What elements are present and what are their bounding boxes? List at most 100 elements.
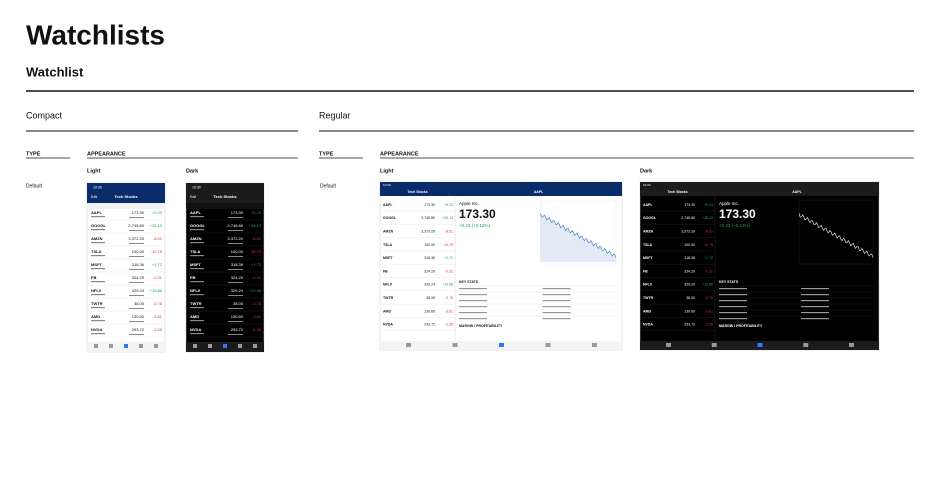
change: +28.13 — [702, 216, 713, 220]
change: +1.72 — [444, 256, 453, 260]
section-title: Regular — [319, 110, 351, 120]
stat-text — [719, 312, 747, 314]
change: -0.31 — [153, 275, 163, 280]
stat-text — [459, 300, 487, 302]
row-sub — [91, 229, 105, 231]
tab-icon[interactable] — [193, 344, 197, 348]
ticker: AMZN — [91, 236, 103, 241]
row-sub — [91, 268, 105, 270]
page-title: Watchlists — [26, 19, 165, 50]
price: 173.30 — [684, 203, 695, 207]
appearance-label: APPEARANCE — [87, 151, 126, 157]
tab-icon[interactable] — [223, 344, 227, 348]
price: 38.00 — [233, 301, 244, 306]
row-sub — [228, 282, 243, 283]
price-area — [540, 213, 616, 262]
tab-icon[interactable] — [139, 344, 143, 348]
tab-icon[interactable] — [545, 343, 551, 347]
column-header — [186, 203, 264, 209]
row-sub — [129, 217, 144, 218]
tab-icon[interactable] — [592, 343, 597, 347]
price: 318.36 — [132, 262, 145, 267]
status-time: 10:30 — [383, 183, 391, 187]
type-label: TYPE — [26, 151, 41, 157]
tab-icon[interactable] — [208, 344, 212, 348]
tab-icon[interactable] — [666, 343, 671, 347]
tab-icon[interactable] — [803, 343, 809, 347]
stat-text — [801, 288, 829, 290]
ticker: AMZN — [643, 230, 654, 234]
tab-icon[interactable] — [94, 344, 98, 348]
price: 324.29 — [424, 269, 435, 273]
tab-icon[interactable] — [406, 343, 411, 347]
row-sub — [228, 308, 243, 309]
ticker: GOOGL — [190, 223, 205, 228]
change: -0.78 — [445, 296, 453, 300]
page-subtitle: Watchlist — [26, 64, 84, 79]
stat-text — [719, 288, 747, 290]
variant-label: Light — [87, 168, 101, 174]
price: 293.72 — [132, 327, 145, 332]
price: 38.00 — [426, 296, 435, 300]
edit-button[interactable]: Edit — [190, 195, 196, 199]
stat-text — [719, 306, 747, 308]
tab-icon[interactable] — [499, 343, 504, 347]
ticker: MSFT — [643, 256, 653, 260]
price: 324.29 — [231, 275, 244, 280]
change: +0.23 — [444, 203, 453, 207]
row-sub — [228, 217, 243, 218]
tab-icon[interactable] — [109, 344, 113, 348]
row-label: Default — [26, 183, 42, 189]
price: 130.60 — [424, 309, 435, 313]
tab-icon[interactable] — [124, 344, 128, 348]
tab-icon[interactable] — [253, 344, 257, 348]
ticker: NVDA — [190, 327, 201, 332]
row-sub — [129, 230, 144, 231]
stat-text — [801, 306, 829, 308]
price: 130.60 — [132, 314, 145, 319]
watchlist-name: Tech Stocks — [114, 194, 138, 199]
row-sub — [228, 230, 243, 231]
price: 2,745.80 — [227, 223, 243, 228]
price: 329.24 — [231, 288, 244, 293]
tab-icon[interactable] — [711, 343, 717, 347]
tab-icon[interactable] — [452, 343, 458, 347]
change: +1.72 — [152, 262, 163, 267]
edit-button[interactable]: Edit — [91, 195, 97, 199]
status-time: 10:30 — [93, 185, 102, 189]
change: -0.31 — [445, 269, 453, 273]
price: 38.00 — [686, 296, 695, 300]
ticker: TWTR — [190, 301, 202, 306]
change: -10.75 — [250, 249, 262, 254]
row-sub — [129, 282, 144, 283]
ticker: AAPL — [383, 203, 393, 207]
tab-icon[interactable] — [849, 343, 854, 347]
row-sub — [228, 295, 243, 296]
status-time: 10:30 — [643, 183, 651, 187]
row-sub — [129, 334, 144, 335]
tab-icon[interactable] — [154, 344, 158, 348]
price-line — [540, 213, 617, 258]
tab-icon[interactable] — [757, 343, 763, 347]
price: 173.30 — [132, 210, 145, 215]
price: 130.60 — [231, 314, 244, 319]
stat-text — [459, 306, 487, 308]
ticker: TSLA — [383, 243, 393, 247]
watchlist-name: Tech Stocks — [407, 190, 427, 194]
change: -2.35 — [445, 323, 453, 327]
stat-text — [719, 318, 747, 320]
change: +1.72 — [251, 262, 262, 267]
row-sub — [91, 320, 105, 322]
tab-icon[interactable] — [238, 344, 242, 348]
price: 3,372.20 — [681, 230, 695, 234]
change: -0.31 — [252, 275, 262, 280]
appearance-label: APPEARANCE — [380, 151, 419, 157]
row-sub — [190, 307, 204, 309]
ticker: AMZN — [190, 236, 202, 241]
row-sub — [190, 333, 204, 335]
price: 173.30 — [424, 203, 435, 207]
ticker: FB — [91, 275, 96, 280]
detail-change: +0.23 (+0.13%) — [459, 223, 491, 228]
change: -10.75 — [443, 243, 453, 247]
nav-bar — [186, 183, 264, 203]
